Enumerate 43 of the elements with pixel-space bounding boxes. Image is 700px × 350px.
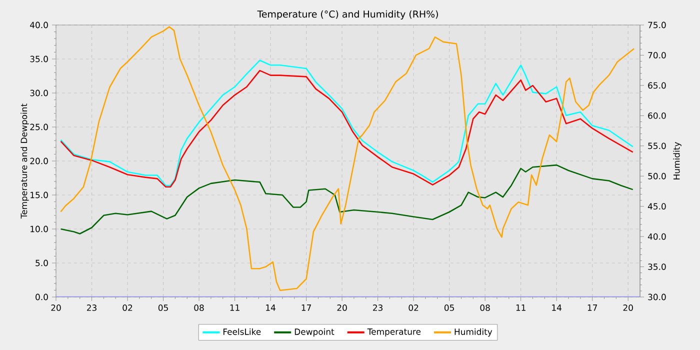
x-tick-label: 23 (87, 304, 96, 311)
x-tick-label: 17 (302, 304, 311, 311)
y-axis-title: Temperature and Dewpoint (20, 104, 29, 219)
x-tick-label: 20 (51, 304, 61, 311)
y2-tick-label: 75.0 (648, 22, 666, 28)
x-tick-label: 17 (588, 304, 598, 311)
x-tick-label: 08 (480, 304, 490, 311)
y2-tick-label: 60.0 (648, 112, 666, 119)
y2-tick-label: 55.0 (648, 142, 666, 150)
legend-label: Dewpoint (294, 328, 334, 337)
y2-tick-label: 40.0 (648, 233, 666, 240)
y2-tick-label: 35.0 (648, 264, 666, 270)
x-tick-label: 20 (623, 304, 633, 311)
y-tick-label: 35.0 (30, 56, 48, 62)
legend-label: Temperature (367, 328, 421, 336)
y-tick-label: 0.0 (36, 294, 48, 300)
y-tick-label: 15.0 (30, 192, 48, 198)
legend-label: FeelsLike (223, 328, 261, 335)
x-tick-label: 08 (194, 304, 204, 311)
y2-tick-label: 50.0 (648, 172, 666, 180)
legend-label: Humidity (454, 328, 492, 337)
x-tick-label: 05 (444, 304, 454, 311)
x-tick-label: 11 (516, 304, 526, 311)
y2-tick-label: 65.0 (648, 82, 666, 89)
x-tick-label: 05 (158, 304, 168, 311)
y2-axis-title: Humidity (673, 142, 682, 180)
x-tick-label: 14 (552, 304, 562, 311)
y2-tick-label: 45.0 (648, 203, 666, 210)
x-tick-label: 02 (408, 304, 418, 311)
y-tick-label: 30.0 (30, 90, 48, 96)
x-tick-label: 11 (230, 304, 240, 311)
y-tick-label: 5.0 (36, 260, 48, 266)
y-tick-label: 25.0 (30, 124, 48, 130)
x-tick-label: 14 (266, 304, 276, 311)
chart-title: Temperature (°C) and Humidity (RH%) (257, 10, 438, 20)
y-tick-label: 20.0 (30, 158, 48, 164)
x-tick-label: 23 (373, 304, 383, 311)
y-tick-label: 40.0 (30, 22, 48, 28)
y-tick-label: 10.0 (30, 226, 48, 232)
y2-tick-label: 30.0 (648, 294, 666, 300)
y2-tick-label: 70.0 (648, 52, 666, 58)
x-tick-label: 20 (337, 304, 347, 311)
x-tick-label: 02 (122, 304, 132, 311)
